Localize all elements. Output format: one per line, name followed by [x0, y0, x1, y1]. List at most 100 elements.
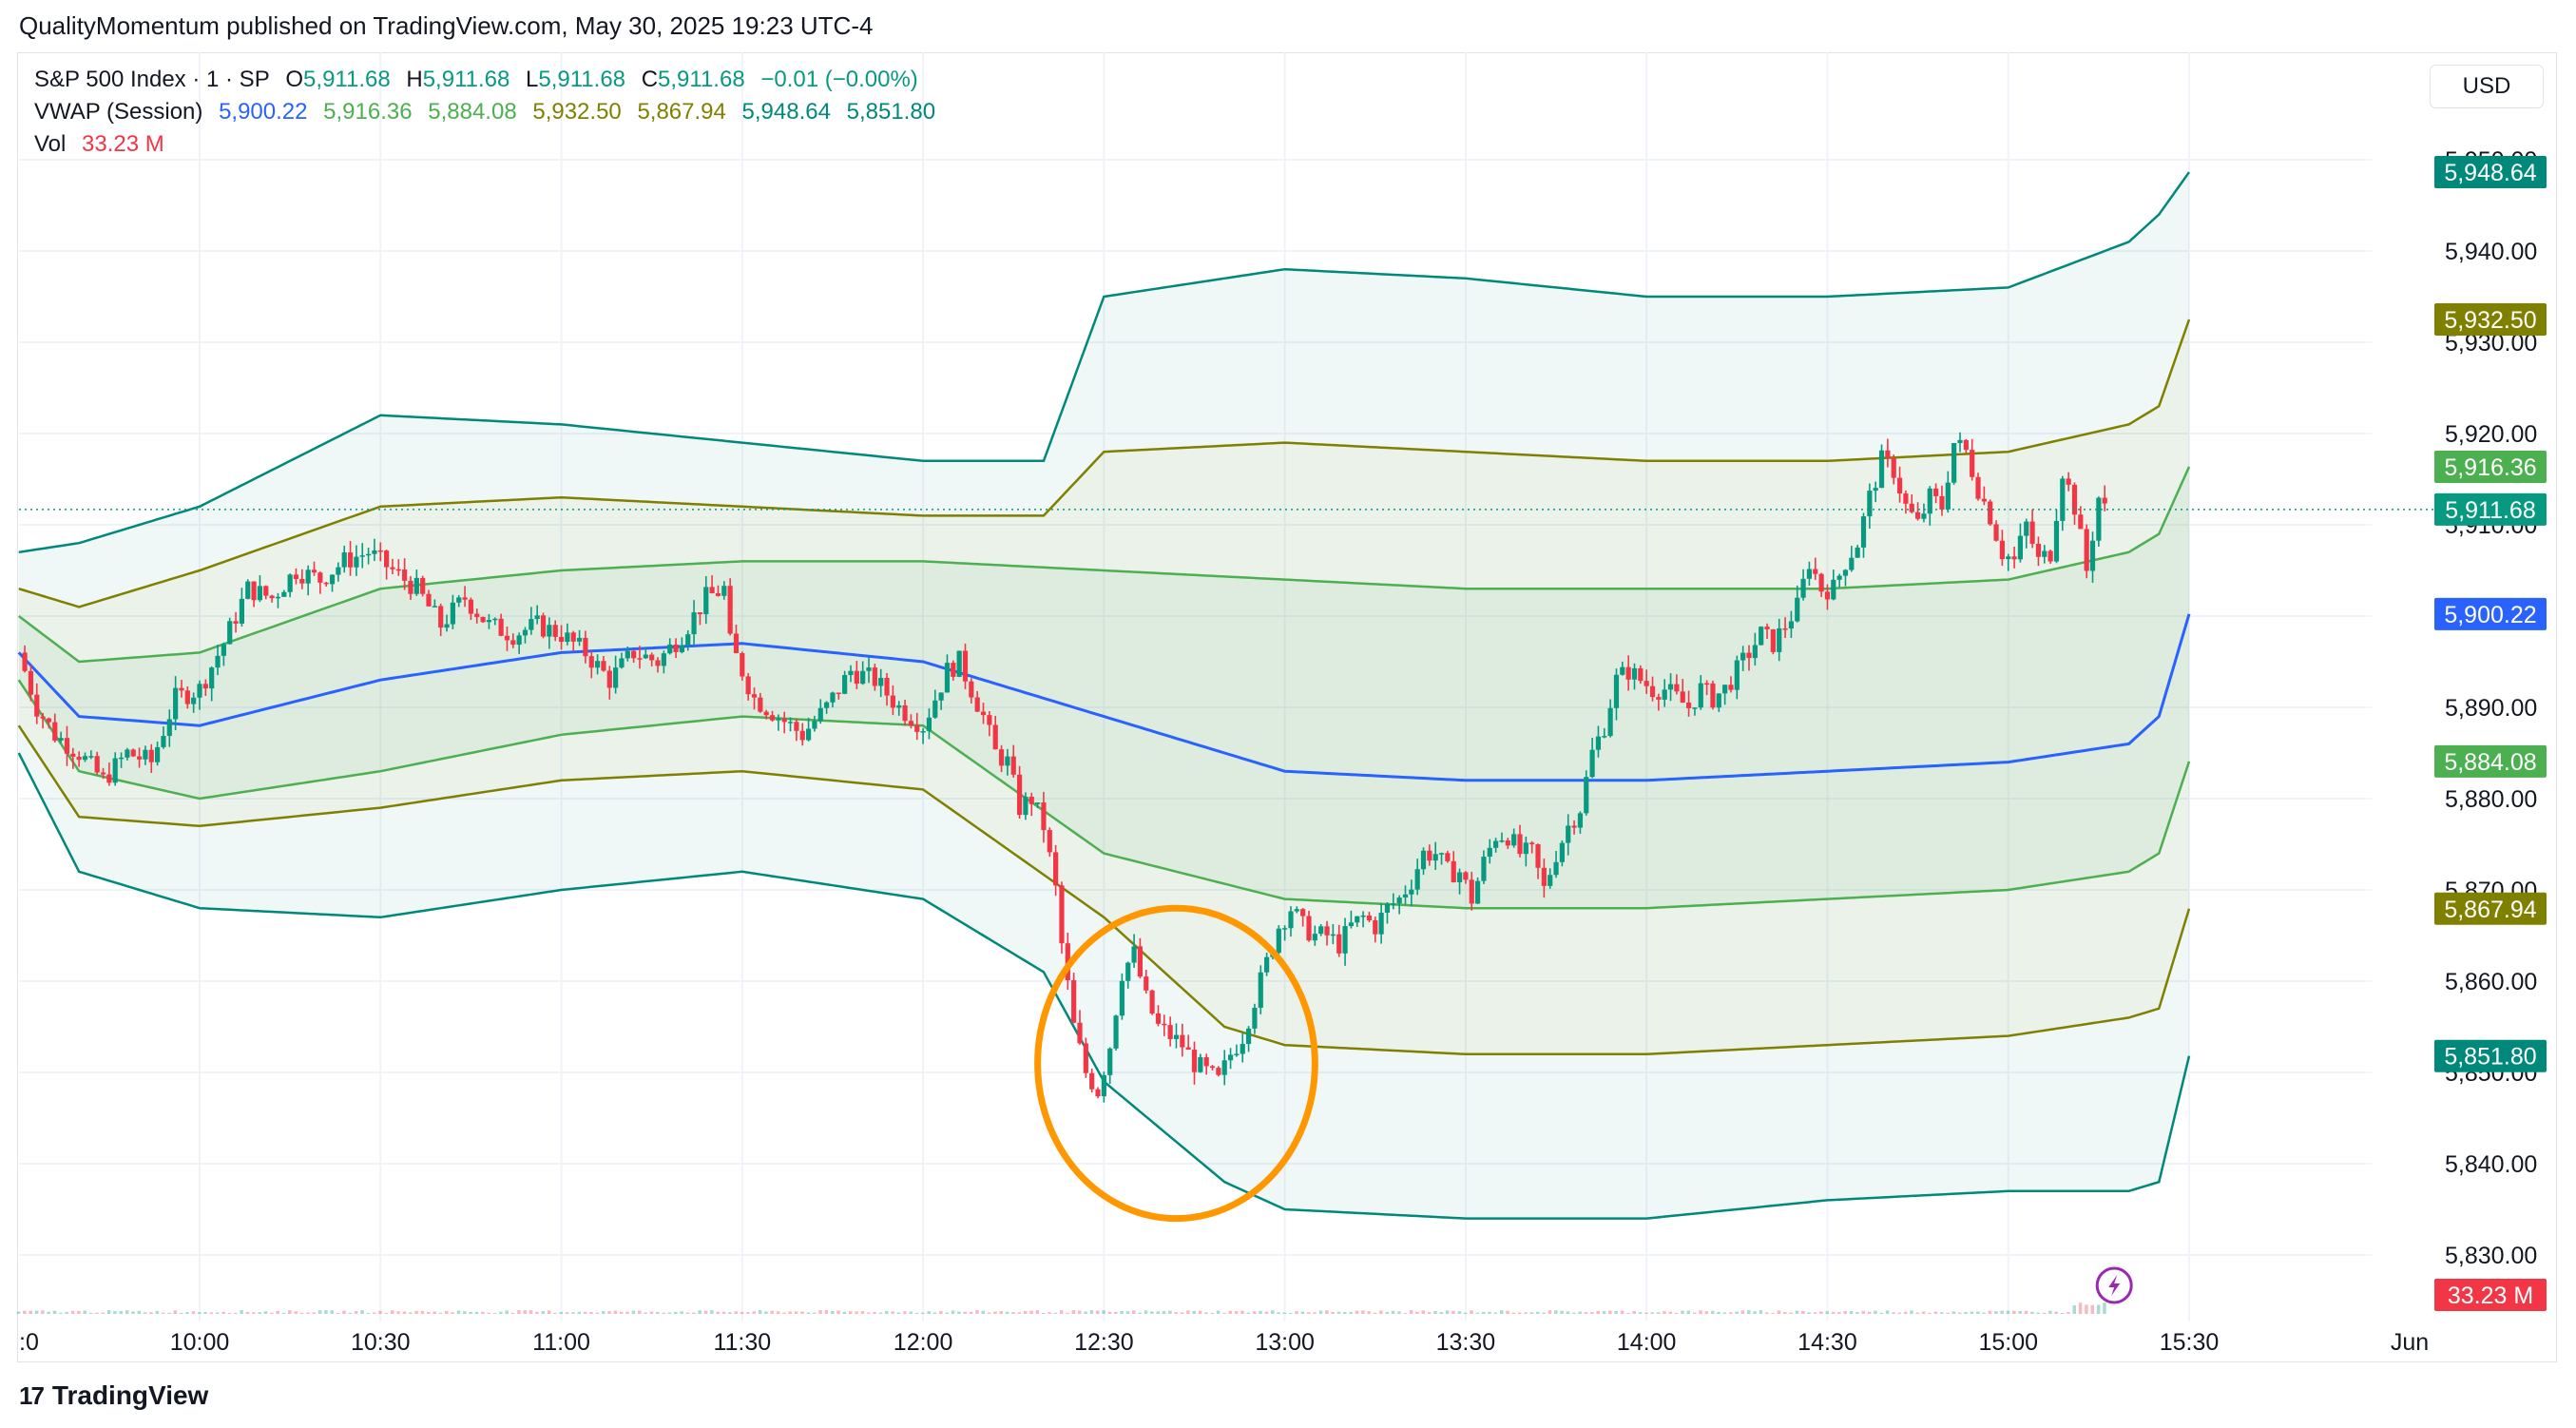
volume-bar — [1819, 1311, 1823, 1314]
volume-bar — [541, 1311, 546, 1314]
volume-bar — [378, 1310, 382, 1314]
candle-body — [558, 636, 565, 643]
volume-bar — [903, 1311, 907, 1314]
volume-bar — [1795, 1310, 1799, 1314]
volume-bar — [1608, 1310, 1612, 1314]
volume-bar — [294, 1311, 298, 1314]
candle-body — [1469, 879, 1474, 904]
legend-low-label: L — [526, 67, 539, 92]
candle-body — [1818, 573, 1824, 592]
volume-bar — [535, 1311, 539, 1314]
candle-body — [776, 718, 781, 721]
volume-bar — [1439, 1312, 1444, 1314]
y-tick-label: 5,920.00 — [2445, 421, 2537, 448]
candle-body — [136, 756, 143, 760]
candle-body — [606, 670, 612, 688]
candle-body — [233, 621, 239, 624]
candle-body — [1167, 1025, 1173, 1039]
volume-bar — [1234, 1311, 1239, 1314]
candle-body — [1282, 928, 1288, 930]
candle-body — [1005, 756, 1010, 766]
volume-bar — [1728, 1312, 1733, 1314]
volume-bar — [427, 1311, 431, 1314]
volume-bar — [1463, 1312, 1468, 1314]
candle-body — [1685, 702, 1692, 708]
candle-body — [1553, 861, 1559, 876]
volume-bar — [553, 1312, 557, 1314]
candle-body — [1034, 802, 1041, 804]
candle-body — [1258, 972, 1263, 1008]
volume-bar — [1722, 1312, 1727, 1314]
volume-bar — [317, 1310, 322, 1314]
band1-fill — [18, 466, 2189, 909]
candle-body — [781, 718, 787, 723]
volume-bar — [1951, 1311, 1956, 1314]
volume-bar — [758, 1310, 762, 1314]
volume-bar — [703, 1310, 708, 1314]
volume-bar — [499, 1311, 503, 1314]
candle-body — [426, 593, 432, 607]
volume-bar — [1457, 1311, 1462, 1314]
candle-body — [239, 598, 244, 624]
volume-bar — [1602, 1311, 1606, 1314]
candle-body — [1474, 880, 1481, 904]
legend-vol-label[interactable]: Vol — [34, 131, 67, 157]
volume-bar — [1506, 1310, 1509, 1314]
candle-body — [709, 587, 715, 593]
candle-body — [2035, 543, 2042, 557]
candle-body — [88, 756, 94, 758]
volume-bar — [1548, 1310, 1552, 1314]
legend-symbol[interactable]: S&P 500 Index · 1 · SP — [34, 67, 270, 92]
candle-body — [1324, 926, 1330, 936]
candle-body — [1366, 915, 1373, 920]
volume-bar — [1475, 1312, 1480, 1314]
volume-bar — [23, 1310, 27, 1314]
candle-body — [1101, 1074, 1106, 1097]
band2-fill — [18, 319, 2189, 1054]
volume-bar — [481, 1311, 485, 1314]
candle-body — [311, 569, 317, 573]
candle-body — [1071, 980, 1077, 1023]
legend-vwap-label[interactable]: VWAP (Session) — [34, 99, 203, 125]
volume-bar — [203, 1312, 207, 1314]
candle-body — [1276, 928, 1281, 954]
candle-body — [1704, 683, 1710, 685]
volume-bar — [867, 1312, 871, 1314]
volume-bar — [1409, 1310, 1413, 1314]
volume-bar — [878, 1312, 883, 1314]
candle-body — [94, 756, 100, 773]
candle-body — [450, 602, 455, 625]
candle-body — [769, 715, 776, 721]
volume-bar — [396, 1311, 400, 1314]
candle-body — [184, 690, 190, 704]
candle-body — [1933, 488, 1939, 496]
volume-bar — [312, 1312, 317, 1314]
volume-bar — [1114, 1311, 1118, 1314]
candle-body — [1414, 869, 1420, 890]
volume-bar — [788, 1311, 793, 1314]
volume-bar — [547, 1310, 551, 1314]
volume-bar — [1277, 1312, 1280, 1314]
candle-body — [1191, 1050, 1198, 1072]
candle-body — [1993, 524, 1999, 541]
volume-bar — [1626, 1312, 1630, 1314]
volume-bar — [680, 1311, 683, 1314]
volume-bar — [2012, 1310, 2016, 1314]
candle-body — [106, 774, 112, 783]
candle-body — [1957, 439, 1963, 444]
volume-bar — [487, 1312, 490, 1314]
volume-bar — [2096, 1304, 2101, 1314]
tradingview-footer[interactable]: 17 TradingView — [19, 1380, 208, 1411]
volume-bar — [276, 1310, 279, 1314]
volume-bar — [1681, 1310, 1684, 1314]
candle-body — [82, 756, 88, 761]
volume-bar — [263, 1311, 268, 1314]
candle-body — [1759, 627, 1764, 646]
legend-high-value: 5,911.68 — [422, 67, 510, 92]
upper3-line — [18, 171, 2191, 554]
volume-bar — [252, 1312, 256, 1314]
candle-body — [112, 758, 118, 783]
currency-button[interactable]: USD — [2430, 65, 2544, 108]
volume-bar — [1318, 1310, 1323, 1314]
